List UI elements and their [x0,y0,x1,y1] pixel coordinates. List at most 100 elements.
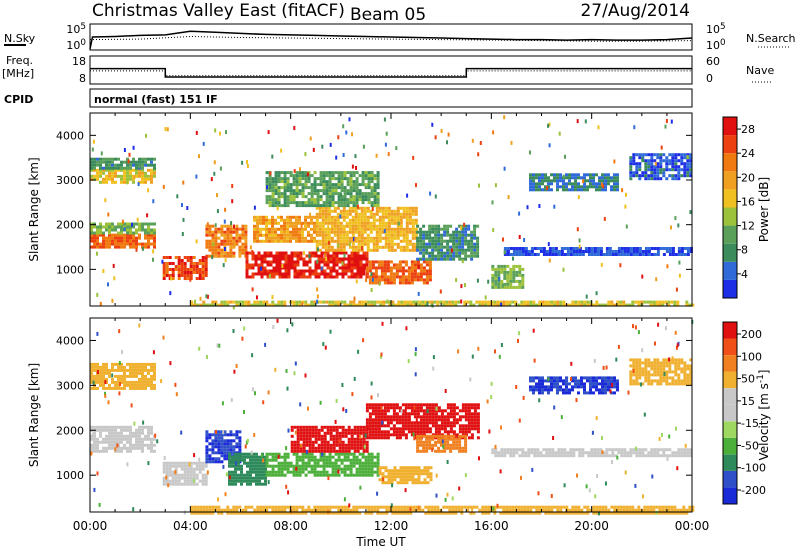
power-cell [283,189,287,193]
power-cell [350,275,354,279]
power-cell [320,269,324,273]
power-noise-point [526,205,529,210]
velocity-cell [437,430,441,434]
velocity-cell [138,425,141,429]
power-cell [321,218,325,222]
velocity-cell [425,406,429,410]
power-cell [686,159,690,163]
power-cell [601,173,604,177]
power-cell [452,257,456,261]
velocity-cell [280,467,284,471]
power-cell [364,174,368,178]
power-cell [396,224,400,228]
velocity-cell [150,368,153,372]
power-cell [499,300,503,304]
power-cell [419,251,423,255]
power-cell [96,233,99,237]
power-cell [235,303,239,307]
power-cell [434,233,438,237]
power-cell [650,168,654,172]
power-cell [396,218,400,222]
power-cell [348,245,352,249]
power-cell [271,224,274,228]
power-cell [177,277,181,280]
power-cell [211,230,215,234]
velocity-cell [301,461,305,465]
velocity-cell [365,421,369,425]
power-cell [589,173,592,177]
power-cell [653,177,657,181]
power-cell [503,267,507,271]
power-colorbar-segment [723,189,737,208]
velocity-cell [231,458,234,462]
velocity-cell [371,409,375,413]
velocity-cell [329,431,333,435]
velocity-cell [422,434,426,438]
velocity-cell [470,403,474,407]
velocity-cell [470,412,474,416]
power-cell [613,182,616,186]
power-cell [422,224,426,228]
velocity-cell [390,469,394,473]
power-cell [387,236,391,240]
power-cell [683,247,687,250]
velocity-cell [111,440,114,444]
velocity-cell [425,427,429,431]
power-cell [641,253,645,256]
power-cell [310,189,314,193]
velocity-cell [189,461,193,465]
velocity-cell [180,473,184,477]
power-cell [186,271,190,274]
power-noise-point [463,222,466,227]
velocity-cell [419,409,423,413]
velocity-cell [234,479,237,483]
power-cell [286,195,290,199]
power-cell [518,250,522,253]
velocity-cell [332,449,336,453]
velocity-cell [443,449,447,453]
power-cell [575,253,579,256]
power-cell [360,230,364,234]
power-cell [369,236,373,240]
power-cell [535,173,538,177]
power-cell [572,247,576,250]
velocity-cell [413,403,417,407]
power-cell [280,227,283,231]
power-cell [339,245,343,249]
velocity-cell [105,365,108,369]
power-cell [317,257,321,261]
power-cell [586,300,590,304]
velocity-cell [464,406,468,410]
power-noise-point [96,251,98,256]
power-noise-point [181,232,184,236]
power-cell [283,192,287,196]
power-cell [268,177,272,181]
power-cell [610,303,614,307]
power-cell [676,303,680,307]
power-cell [123,222,126,226]
power-cell [313,198,317,202]
power-cell [354,218,358,222]
power-cell [428,233,432,237]
velocity-cell [419,443,423,447]
velocity-cell [370,455,374,459]
power-cell [99,225,102,229]
power-cell [342,218,346,222]
power-cell [324,239,328,243]
power-cell [334,201,338,205]
velocity-cell [380,403,384,407]
power-cell [656,174,660,178]
power-noise-point [300,223,303,228]
power-cell [325,183,329,187]
power-cell [256,239,259,243]
power-cell [431,230,435,234]
velocity-cell [214,451,218,455]
power-cell [349,186,353,190]
power-cell [150,233,153,237]
velocity-cell [90,380,93,384]
power-cell [425,281,429,285]
velocity-cell [223,433,227,437]
power-noise-point [595,291,598,296]
